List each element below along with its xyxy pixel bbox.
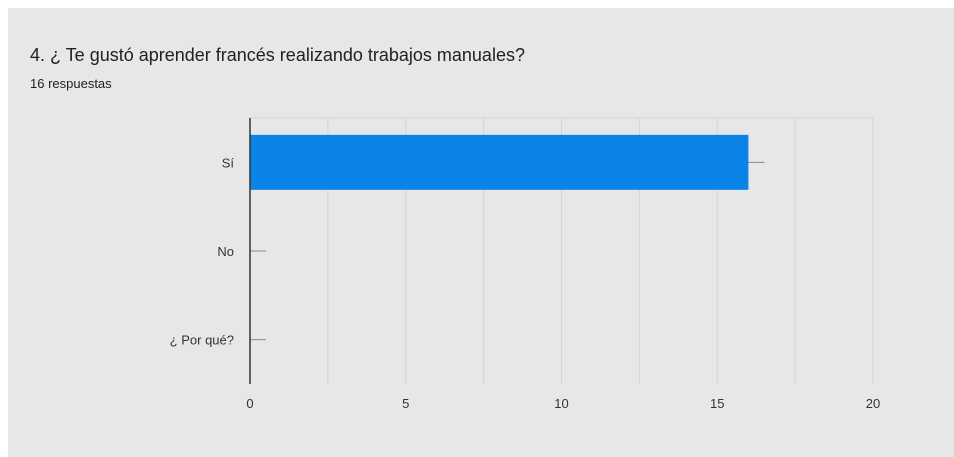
bar-0	[250, 134, 749, 190]
question-title: 4. ¿ Te gustó aprender francés realizand…	[30, 45, 525, 65]
response-count: 16 respuestas	[30, 76, 112, 91]
y-tick-label: No	[217, 244, 234, 259]
chart-card	[8, 8, 954, 457]
x-tick-label: 20	[866, 396, 880, 411]
x-tick-label: 5	[402, 396, 409, 411]
y-tick-label: ¿ Por qué?	[170, 333, 234, 348]
x-tick-label: 10	[554, 396, 568, 411]
x-tick-label: 0	[246, 396, 253, 411]
x-tick-label: 15	[710, 396, 724, 411]
y-tick-label: Sí	[222, 155, 235, 170]
